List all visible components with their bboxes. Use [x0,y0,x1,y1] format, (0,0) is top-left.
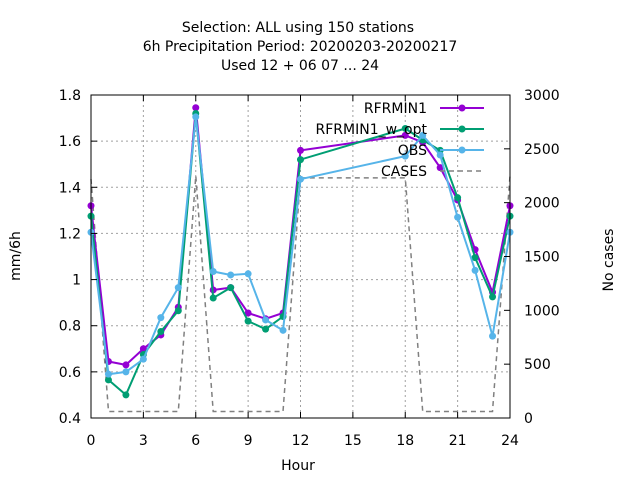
series-obs-point [104,370,112,378]
series-obs-point [192,113,200,121]
y2-tick-label: 3000 [524,88,560,104]
series-rfrmin1-w-opt-point [471,254,479,262]
series-obs-point [454,213,462,221]
series-rfrmin1-w-opt-point [104,376,112,384]
series-obs-point [279,326,287,334]
y2-tick-label: 0 [524,411,533,427]
y-tick-label: 1.6 [59,134,81,150]
x-tick-label: 6 [191,433,200,449]
series-rfrmin1-w-opt-point [297,156,304,164]
y-tick-label: 0.4 [59,411,81,427]
y2-tick-label: 500 [524,357,551,373]
series-rfrmin1-w-opt-point [454,194,462,202]
y2-tick-label: 2500 [524,142,560,158]
series-rfrmin1-w-opt-point [262,325,270,333]
series-rfrmin1-point [122,361,130,369]
y2-axis-label: No cases [601,229,617,292]
series-lines [87,104,514,399]
axis-ticks: 0 3 6 9 12 15 18 21 24 0.4 0.6 0.8 1 1.2 1.4 1.6 1.8 0 500… [59,88,560,449]
grid-lines [91,95,510,418]
series-obs-point [244,270,252,278]
x-tick-label: 24 [501,433,519,449]
legend-label-rfrmin1-w-opt: RFRMIN1_w_opt [316,122,428,138]
series-obs-point [297,175,304,183]
series-rfrmin1-point [401,131,409,139]
y2-tick-label: 2000 [524,196,560,212]
series-obs-point [489,332,497,340]
series-rfrmin1-point [244,309,252,317]
series-rfrmin1-point [297,146,304,154]
legend-marker-obs [458,146,466,154]
y2-tick-label: 1000 [524,303,560,319]
series-rfrmin1-w-opt-point [122,391,130,399]
x-tick-label: 15 [344,433,362,449]
series-obs-point [209,267,217,275]
legend: RFRMIN1 RFRMIN1_w_opt OBS CASES [316,101,484,180]
y2-tick-label: 1500 [524,250,560,266]
series-rfrmin1-line [90,107,511,366]
y-tick-label: 1 [72,273,81,289]
x-tick-label: 0 [87,433,96,449]
series-rfrmin1-w-opt-point [401,124,409,132]
series-rfrmin1-point [139,345,147,353]
x-tick-label: 3 [139,433,148,449]
chart-title-line-1: Selection: ALL using 150 stations [182,20,414,36]
series-rfrmin1-w-opt-point [157,327,165,335]
series-rfrmin1-w-opt-point [489,293,497,301]
legend-label-obs: OBS [398,143,427,159]
series-obs-point [471,266,479,274]
series-rfrmin1-w-opt-point [227,284,235,292]
series-obs-point [122,368,130,376]
series-obs-point [436,151,444,159]
legend-marker-rfrmin1-w-opt [458,125,466,133]
y-tick-label: 1.4 [59,180,81,196]
y-tick-label: 1.8 [59,88,81,104]
x-tick-label: 21 [449,433,467,449]
series-obs-line [90,116,511,376]
x-axis-label: Hour [281,458,315,474]
series-obs-point [139,355,147,363]
series-rfrmin1-w-opt-point [174,307,182,315]
legend-label-rfrmin1: RFRMIN1 [364,101,427,117]
x-tick-label: 9 [244,433,253,449]
x-tick-label: 12 [292,433,310,449]
series-rfrmin1-w-opt-point [209,294,217,302]
y-tick-label: 0.6 [59,365,81,381]
series-obs-point [227,271,235,279]
series-obs-point [174,284,182,292]
chart-title-line-2: 6h Precipitation Period: 20200203-202002… [143,39,458,55]
y-axis-label: mm/6h [8,231,24,281]
legend-label-cases: CASES [381,164,427,180]
series-rfrmin1-point [192,104,200,112]
series-rfrmin1-point [436,164,444,172]
y-tick-label: 1.2 [59,226,81,242]
y-tick-label: 0.8 [59,319,81,335]
series-obs-point [419,131,427,139]
series-rfrmin1-w-opt-point [244,317,252,325]
chart-title-line-3: Used 12 + 06 07 ... 24 [221,58,379,74]
series-obs-point [157,314,165,322]
x-tick-label: 18 [396,433,414,449]
legend-marker-rfrmin1 [458,104,466,112]
series-obs-point [401,152,409,160]
series-obs-point [262,316,270,324]
